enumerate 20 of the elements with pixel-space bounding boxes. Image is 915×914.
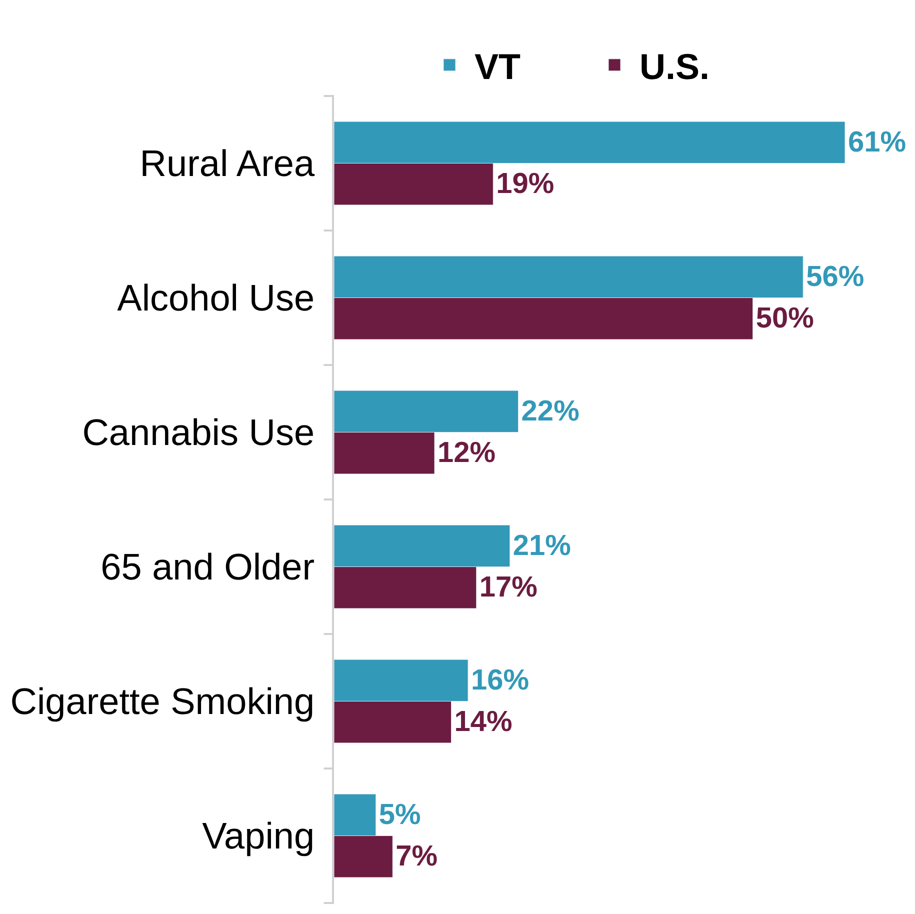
data-label: 56%	[806, 260, 864, 293]
legend-label: VT	[474, 46, 521, 87]
y-tick-label: Vaping	[202, 816, 315, 857]
data-label: 21%	[512, 530, 572, 562]
legend-label: U.S.	[640, 46, 710, 87]
data-label: 19%	[496, 168, 554, 200]
y-tick-label: Rural Area	[140, 143, 316, 184]
data-label: 5%	[378, 798, 422, 831]
data-label: 22%	[521, 395, 580, 428]
data-label: 50%	[756, 302, 814, 335]
y-tick-label: 65 and Older	[100, 546, 315, 588]
data-label: 12%	[438, 437, 496, 470]
y-tick-label: Cannabis Use	[82, 412, 315, 454]
data-label: 16%	[471, 664, 530, 696]
y-tick-label: Alcohol Use	[117, 278, 315, 319]
data-label: 17%	[479, 572, 538, 604]
data-label: 7%	[396, 840, 438, 873]
data-label: 14%	[454, 706, 513, 738]
data-label: 61%	[848, 126, 906, 158]
y-tick-label: Cigarette Smoking	[10, 681, 315, 722]
